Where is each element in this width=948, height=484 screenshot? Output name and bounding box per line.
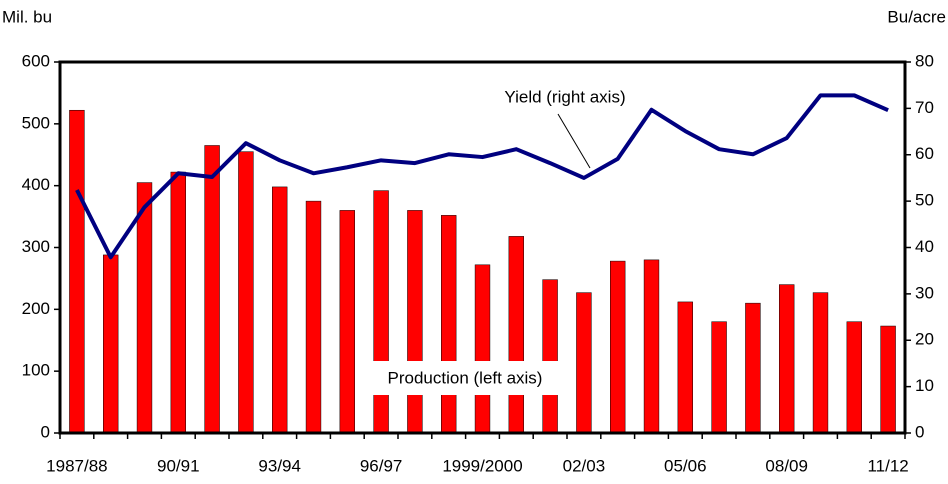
y2-tick-label: 40 [915, 237, 934, 256]
y2-tick-label: 30 [915, 283, 934, 302]
x-tick-label: 02/03 [563, 456, 606, 475]
y2-tick-label: 10 [915, 376, 934, 395]
bar [812, 292, 829, 434]
bar [508, 236, 524, 434]
leader-line [557, 113, 591, 169]
bar [407, 210, 423, 434]
y2-tick-label: 60 [915, 144, 934, 163]
y2-tick-label: 80 [915, 51, 934, 70]
annotation: Production (left axis) [388, 368, 543, 387]
x-tick-label: 93/94 [258, 456, 301, 475]
y-tick-label: 200 [22, 299, 50, 318]
x-tick-label: 90/91 [157, 456, 200, 475]
bar [880, 325, 896, 434]
bar [373, 190, 389, 434]
bar [204, 145, 220, 434]
x-tick-label: 05/06 [664, 456, 707, 475]
annotation: Yield (right axis) [504, 87, 625, 106]
y-tick-label: 100 [22, 361, 50, 380]
x-tick-label: 96/97 [360, 456, 403, 475]
y-tick-label: 400 [22, 175, 50, 194]
x-tick-label: 11/12 [867, 456, 908, 475]
bar [779, 284, 795, 434]
y2-axis-label: Bu/acre [887, 7, 946, 26]
bar [711, 321, 727, 434]
x-tick-label: 08/09 [765, 456, 808, 475]
bar [576, 292, 592, 434]
bar [339, 210, 355, 434]
bar [610, 260, 626, 434]
y-tick-label: 500 [22, 113, 50, 132]
y-tick-label: 300 [22, 237, 50, 256]
y-tick-label: 600 [22, 51, 50, 70]
bar [272, 186, 288, 434]
bar [103, 254, 119, 434]
bar [441, 215, 457, 434]
bar [542, 279, 558, 434]
y2-tick-label: 0 [915, 422, 924, 441]
bar [305, 200, 322, 434]
bar [745, 302, 761, 434]
bar [474, 264, 491, 434]
label-box [355, 361, 575, 395]
y2-tick-label: 50 [915, 191, 934, 210]
bar [69, 109, 85, 434]
x-tick-label: 1999/2000 [442, 456, 522, 475]
y-tick-label: 0 [41, 422, 50, 441]
plot-frame [58, 60, 907, 435]
label-box [485, 82, 645, 112]
line [75, 93, 889, 260]
bar [846, 321, 862, 434]
bar [238, 151, 254, 434]
bar [170, 171, 186, 434]
bar [677, 301, 693, 434]
y-axis-label: Mil. bu [2, 7, 52, 26]
bar [136, 182, 153, 434]
x-tick-label: 1987/88 [46, 456, 107, 475]
y2-tick-label: 20 [915, 330, 934, 349]
y2-tick-label: 70 [915, 98, 934, 117]
bar [643, 259, 660, 434]
